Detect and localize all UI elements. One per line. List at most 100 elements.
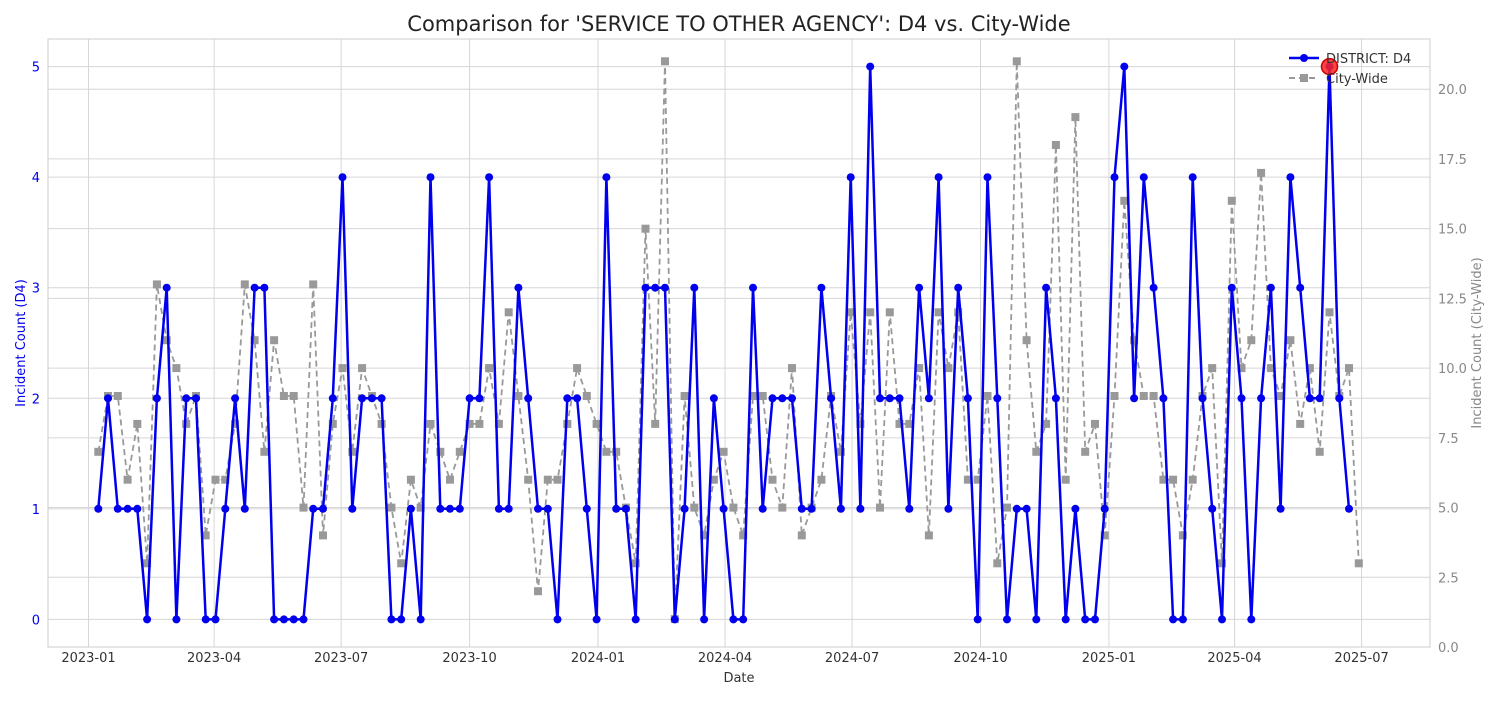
data-point-city-wide — [778, 503, 787, 512]
data-point-d4 — [983, 173, 992, 182]
data-point-d4 — [729, 615, 738, 624]
x-tick-label: 2024-01 — [571, 651, 625, 666]
data-point-d4 — [104, 394, 112, 403]
data-point-d4 — [475, 394, 484, 403]
grid — [48, 39, 1430, 648]
y-tick-label-right: 2.5 — [1438, 571, 1459, 586]
data-point-d4 — [211, 615, 220, 624]
x-axis-label: Date — [723, 671, 754, 686]
y-axis-right-label: Incident Count (City-Wide) — [1470, 257, 1485, 428]
data-point-city-wide — [1208, 364, 1217, 373]
data-point-d4 — [905, 504, 914, 513]
y-axis-left-label: Incident Count (D4) — [14, 279, 29, 407]
legend-label-d4: DISTRICT: D4 — [1326, 52, 1411, 67]
data-point-d4 — [680, 504, 689, 513]
data-point-d4 — [406, 504, 415, 513]
data-point-d4 — [563, 394, 572, 403]
data-point-d4 — [152, 394, 161, 403]
data-point-d4 — [260, 283, 269, 292]
data-point-d4 — [895, 394, 904, 403]
data-point-d4 — [299, 615, 308, 624]
data-point-d4 — [1051, 394, 1060, 403]
data-point-city-wide — [651, 419, 660, 428]
data-point-city-wide — [299, 503, 308, 512]
data-point-city-wide — [475, 419, 484, 428]
data-point-d4 — [201, 615, 210, 624]
y-tick-label-right: 15.0 — [1438, 223, 1467, 238]
data-point-city-wide — [690, 503, 699, 512]
data-point-city-wide — [1110, 392, 1119, 400]
data-point-d4 — [1120, 62, 1129, 71]
data-point-city-wide — [524, 475, 533, 484]
data-point-d4 — [749, 283, 757, 292]
data-point-city-wide — [1315, 447, 1324, 456]
data-point-city-wide — [973, 475, 982, 484]
x-tick-label: 2024-10 — [953, 651, 1007, 666]
data-point-d4 — [1042, 283, 1051, 292]
data-point-city-wide — [719, 447, 728, 456]
data-point-city-wide — [1257, 168, 1266, 177]
data-point-d4 — [1110, 173, 1119, 182]
data-point-city-wide — [465, 419, 474, 428]
data-point-city-wide — [289, 392, 298, 400]
data-point-city-wide — [836, 447, 845, 456]
data-point-d4 — [817, 283, 826, 292]
y-tick-label-right: 10.0 — [1438, 362, 1467, 377]
data-point-city-wide — [885, 308, 894, 317]
data-point-city-wide — [1266, 364, 1275, 373]
data-point-city-wide — [788, 364, 796, 373]
data-point-d4 — [915, 283, 924, 292]
y-tick-label-right: 7.5 — [1438, 432, 1459, 447]
data-point-city-wide — [582, 392, 591, 400]
data-point-city-wide — [338, 364, 347, 373]
x-tick-label: 2025-07 — [1334, 651, 1388, 666]
data-point-city-wide — [436, 447, 445, 456]
data-point-city-wide — [543, 475, 552, 484]
data-point-d4 — [182, 394, 191, 403]
data-point-city-wide — [680, 392, 689, 400]
data-point-city-wide — [455, 447, 464, 456]
data-point-city-wide — [162, 336, 171, 345]
y-tick-label-left: 5 — [32, 61, 40, 76]
data-point-city-wide — [993, 559, 1002, 568]
data-point-d4 — [1296, 283, 1305, 292]
data-point-d4 — [846, 173, 855, 182]
data-point-d4 — [582, 504, 591, 513]
data-point-city-wide — [983, 392, 992, 400]
data-point-d4 — [504, 504, 513, 513]
data-point-d4 — [690, 283, 699, 292]
data-point-d4 — [1100, 504, 1109, 513]
data-point-d4 — [856, 504, 865, 513]
data-point-d4 — [123, 504, 132, 513]
data-point-city-wide — [797, 531, 806, 540]
data-point-d4 — [797, 504, 806, 513]
data-point-d4 — [1335, 394, 1344, 403]
data-point-d4 — [240, 504, 249, 513]
data-point-d4 — [1276, 504, 1285, 513]
data-point-d4 — [1247, 615, 1256, 624]
data-point-d4 — [709, 394, 718, 403]
data-point-d4 — [250, 283, 259, 292]
data-point-city-wide — [1305, 364, 1314, 373]
data-point-d4 — [661, 283, 669, 292]
data-point-city-wide — [1159, 475, 1168, 484]
data-point-d4 — [94, 504, 103, 513]
plot-area-frame — [47, 38, 1431, 648]
data-point-city-wide — [250, 336, 259, 345]
highlight-layer — [1320, 57, 1339, 76]
y-tick-label-right: 20.0 — [1438, 83, 1467, 98]
data-point-city-wide — [309, 280, 318, 289]
x-tick-label: 2025-04 — [1207, 651, 1261, 666]
data-point-city-wide — [1345, 364, 1353, 373]
data-point-city-wide — [1071, 113, 1080, 122]
data-point-city-wide — [1325, 308, 1334, 317]
data-point-d4 — [319, 504, 327, 513]
data-point-d4 — [133, 504, 142, 513]
data-point-d4 — [739, 615, 748, 624]
data-point-d4 — [485, 173, 494, 182]
data-point-city-wide — [1032, 447, 1041, 456]
data-point-d4 — [1032, 615, 1041, 624]
data-point-d4 — [1286, 173, 1295, 182]
data-point-city-wide — [494, 419, 503, 428]
